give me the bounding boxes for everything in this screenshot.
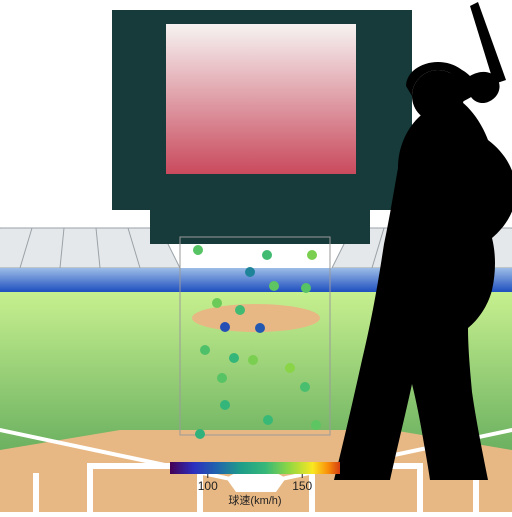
pitch-point [248,355,258,365]
pitch-point [195,429,205,439]
pitch-point [235,305,245,315]
pitch-point [217,373,227,383]
scoreboard-screen [166,24,356,174]
colorbar-label: 球速(km/h) [228,493,281,507]
pitch-point [193,245,203,255]
colorbar-tick: 100 [198,479,218,493]
pitch-point [263,415,273,425]
pitch-chart-svg: 100 150 球速(km/h) [0,0,512,512]
pitch-point [269,281,279,291]
pitch-point [262,250,272,260]
pitch-chart-root: 100 150 球速(km/h) [0,0,512,512]
pitch-point [300,382,310,392]
pitch-point [301,283,311,293]
pitch-point [311,420,321,430]
pitch-point [200,345,210,355]
pitch-point [285,363,295,373]
pitch-point [255,323,265,333]
pitch-point [245,267,255,277]
colorbar-tick: 150 [292,479,312,493]
pitch-point [229,353,239,363]
pitch-point [212,298,222,308]
scoreboard-support [150,210,370,244]
pitch-point [220,400,230,410]
colorbar [170,462,340,474]
pitch-point [220,322,230,332]
pitch-point [307,250,317,260]
